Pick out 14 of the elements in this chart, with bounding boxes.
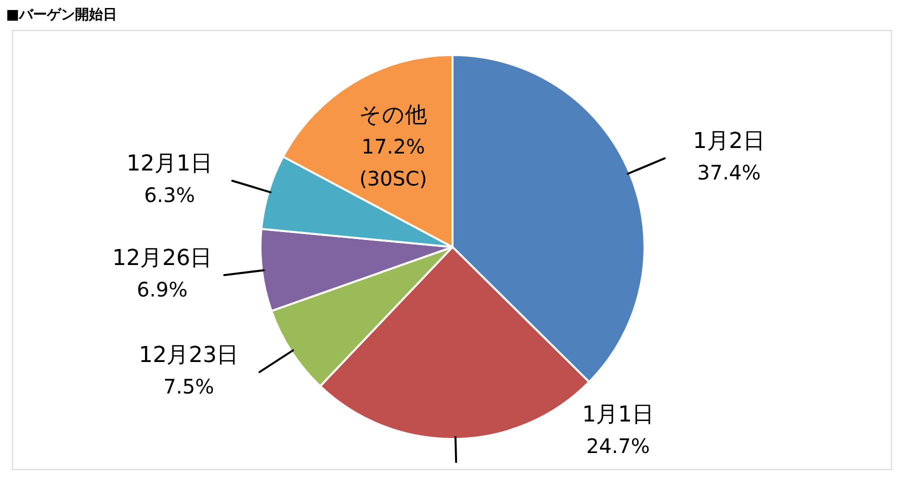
data-label: 24.7% <box>586 434 650 458</box>
text: (30SC) <box>359 166 428 190</box>
slice-label: その他 <box>359 102 428 128</box>
data-label: 6.3% <box>144 182 195 207</box>
data-label: 17.2% <box>361 134 426 158</box>
slice-label: 12月1日 <box>126 151 213 176</box>
chart-title: ■バーゲン開始日 <box>6 6 118 24</box>
data-label: 6.9% <box>136 277 188 302</box>
data-label: 37.4% <box>697 160 761 185</box>
slice-label: 1月2日 <box>692 129 765 154</box>
data-label: 7.5% <box>163 374 214 398</box>
slice-label: 1月1日 <box>582 402 654 428</box>
slice-label: 12月26日 <box>112 246 212 271</box>
slice-label: 12月23日 <box>138 342 239 368</box>
